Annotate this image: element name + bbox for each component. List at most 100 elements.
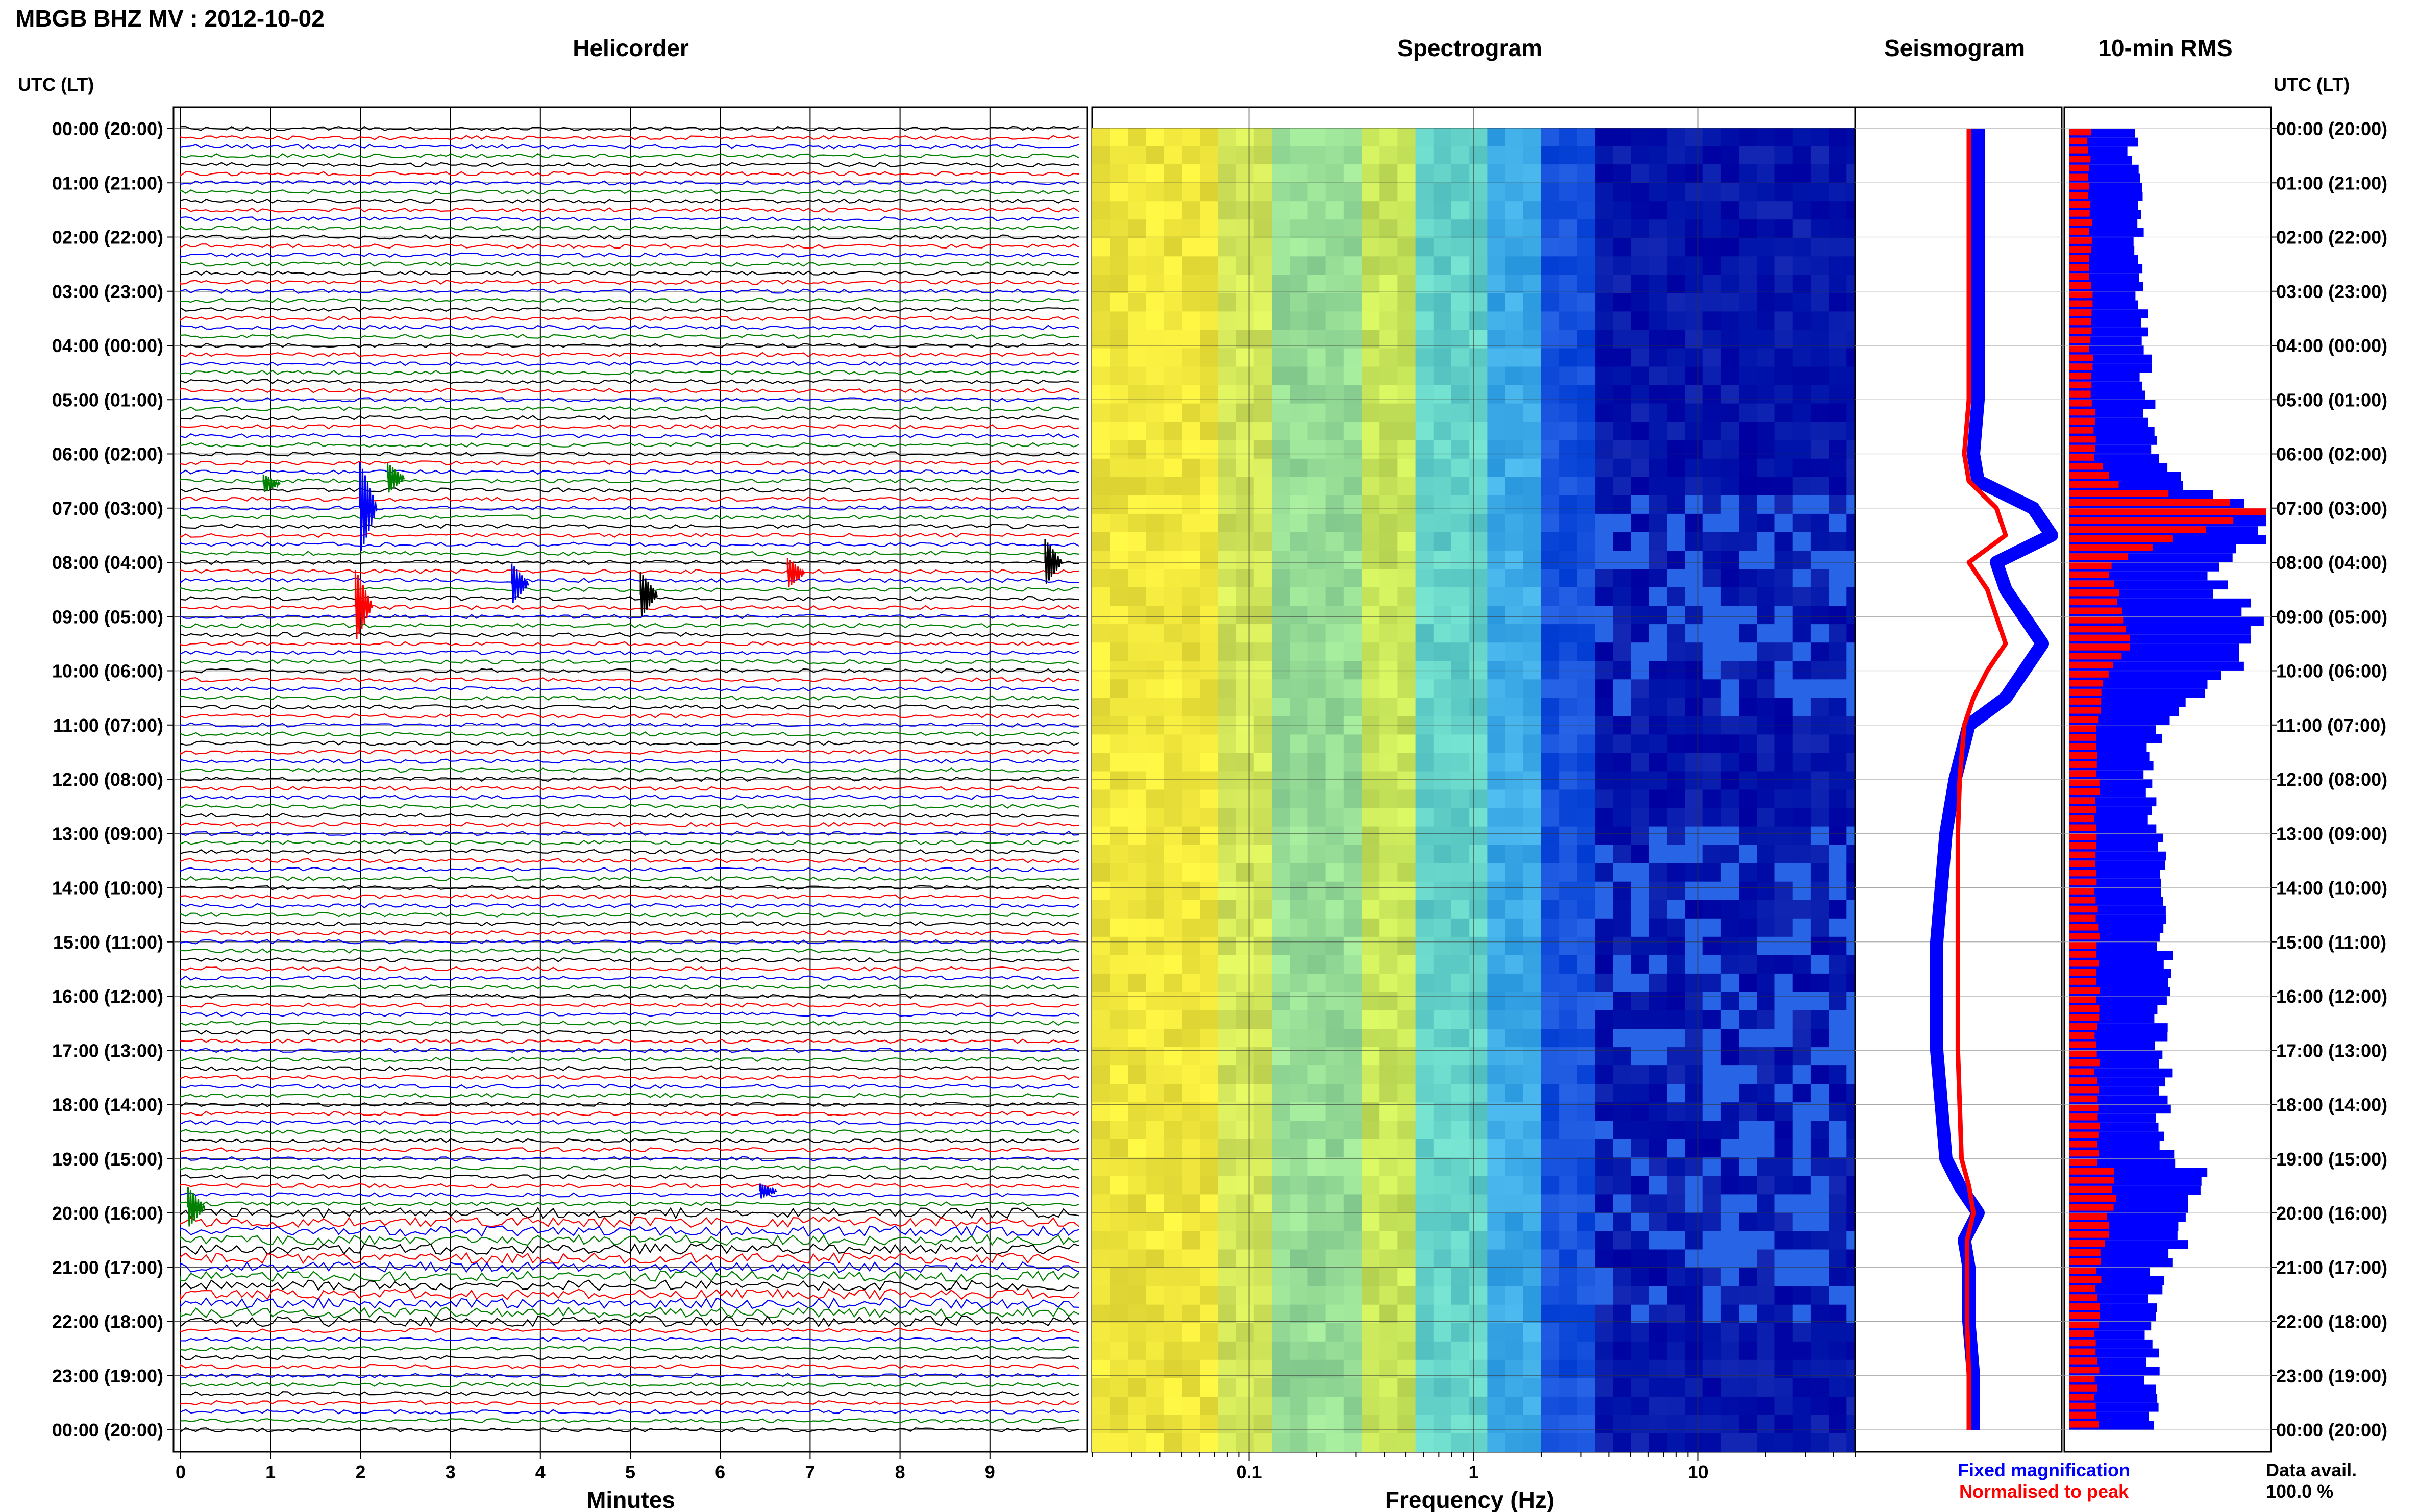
spectrogram-cell	[1739, 219, 1758, 239]
spectrogram-cell	[1469, 513, 1488, 533]
spectrogram-cell	[1577, 936, 1596, 956]
spectrogram-cell	[1200, 1378, 1219, 1397]
spectrogram-cell	[1523, 606, 1542, 625]
spectrogram-cell	[1685, 973, 1704, 993]
spectrogram-cell	[1182, 679, 1201, 699]
spectrogram-cell	[1685, 146, 1704, 165]
spectrogram-cell	[1829, 532, 1847, 551]
spectrogram-cell	[1613, 771, 1632, 790]
spectrogram-cell	[1649, 661, 1668, 680]
spectrogram-cell	[1613, 385, 1632, 404]
spectrogram-cell	[1253, 348, 1272, 367]
spectrogram-cell	[1253, 1323, 1272, 1342]
spectrogram-cell	[1505, 1415, 1524, 1434]
spectrogram-cell	[1810, 366, 1830, 386]
spectrogram-cell	[1829, 422, 1847, 441]
spectrogram-cell	[1164, 403, 1182, 423]
spectrogram-cell	[1164, 1157, 1182, 1177]
spectrogram-cell	[1613, 716, 1632, 735]
spectrogram-cell	[1757, 1286, 1775, 1305]
helicorder-event	[786, 558, 805, 588]
spectrogram-cell	[1702, 734, 1721, 754]
spectrogram-cell	[1146, 1212, 1165, 1232]
spectrogram-cell	[1236, 1084, 1254, 1103]
spectrogram-cell	[1792, 551, 1811, 569]
helicorder-panel	[172, 106, 1088, 1453]
spectrogram-cell	[1182, 477, 1201, 496]
spectrogram-cell	[1343, 256, 1362, 276]
spectrogram-cell	[1307, 992, 1326, 1011]
helicorder-trace	[180, 1002, 1079, 1008]
spectrogram-cell	[1236, 1323, 1254, 1342]
row-label-right: 20:00 (16:00)	[2276, 1203, 2387, 1224]
spectrogram-cell	[1272, 661, 1291, 680]
spectrogram-cell	[1092, 1231, 1111, 1250]
spectrogram-cell	[1631, 330, 1650, 349]
spectrogram-cell	[1164, 992, 1182, 1011]
spectrogram-cell	[1649, 881, 1668, 901]
spectrogram-cell	[1200, 771, 1219, 790]
spectrogram-cell	[1451, 936, 1470, 956]
spectrogram-cell	[1182, 366, 1201, 386]
spectrogram-cell	[1792, 1102, 1811, 1122]
spectrogram-cell	[1379, 532, 1398, 551]
spectrogram-cell	[1362, 275, 1380, 294]
spectrogram-cell	[1469, 606, 1488, 625]
spectrogram-cell	[1397, 845, 1416, 864]
spectrogram-cell	[1774, 1139, 1793, 1158]
spectrogram-cell	[1829, 1415, 1847, 1434]
spectrogram-cell	[1702, 238, 1721, 257]
rms-fixed-bar	[2069, 1068, 2173, 1078]
spectrogram-cell	[1792, 1212, 1811, 1232]
spectrogram-cell	[1829, 495, 1847, 514]
spectrogram-cell	[1685, 477, 1704, 496]
spectrogram-cell	[1720, 1029, 1740, 1048]
spectrogram-cell	[1236, 1176, 1254, 1195]
spectrogram-cell	[1433, 845, 1452, 864]
spectrogram-cell	[1200, 936, 1219, 956]
rms-normalised-bar	[2069, 327, 2092, 334]
spectrogram-cell	[1810, 587, 1830, 606]
spectrogram-cell	[1325, 477, 1344, 496]
spectrogram-cell	[1702, 311, 1721, 331]
spectrogram-cell	[1559, 1323, 1578, 1342]
spectrogram-cell	[1595, 992, 1614, 1011]
helicorder-title: Helicorder	[573, 35, 689, 61]
spectrogram-cell	[1469, 734, 1488, 754]
spectrogram-cell	[1451, 551, 1470, 569]
spectrogram-cell	[1685, 808, 1704, 827]
spectrogram-cell	[1631, 551, 1650, 569]
spectrogram-cell	[1272, 330, 1291, 349]
spectrogram-cell	[1810, 955, 1830, 974]
helicorder-trace	[180, 270, 1079, 276]
spectrogram-cell	[1128, 293, 1147, 312]
rms-normalised-bar	[2069, 571, 2109, 578]
spectrogram-cell	[1290, 219, 1309, 239]
spectrogram-cell	[1451, 219, 1470, 239]
spectrogram-cell	[1110, 477, 1129, 496]
spectrogram-cell	[1182, 569, 1201, 588]
helicorder-trace	[180, 1038, 1079, 1044]
spectrogram-cell	[1685, 881, 1704, 901]
spectrogram-cell	[1595, 1341, 1614, 1360]
spectrogram-cell	[1559, 477, 1578, 496]
spectrogram-cell	[1577, 330, 1596, 349]
spectrogram-cell	[1110, 900, 1129, 919]
spectrogram-cell	[1523, 1323, 1542, 1342]
spectrogram-cell	[1325, 845, 1344, 864]
spectrogram-cell	[1200, 1341, 1219, 1360]
spectrogram-cell	[1415, 238, 1434, 257]
spectrogram-cell	[1631, 458, 1650, 478]
spectrogram-cell	[1164, 219, 1182, 239]
spectrogram-cell	[1505, 789, 1524, 809]
spectrogram-cell	[1290, 1378, 1309, 1397]
spectrogram-cell	[1451, 1396, 1470, 1416]
spectrogram-cell	[1559, 458, 1578, 478]
helicorder-trace	[180, 740, 1079, 746]
spectrogram-cell	[1523, 219, 1542, 239]
spectrogram-cell	[1092, 679, 1111, 699]
rms-normalised-bar	[2069, 1213, 2107, 1220]
helicorder-trace	[180, 1261, 1079, 1273]
spectrogram-cell	[1685, 219, 1704, 239]
spectrogram-cell	[1397, 330, 1416, 349]
